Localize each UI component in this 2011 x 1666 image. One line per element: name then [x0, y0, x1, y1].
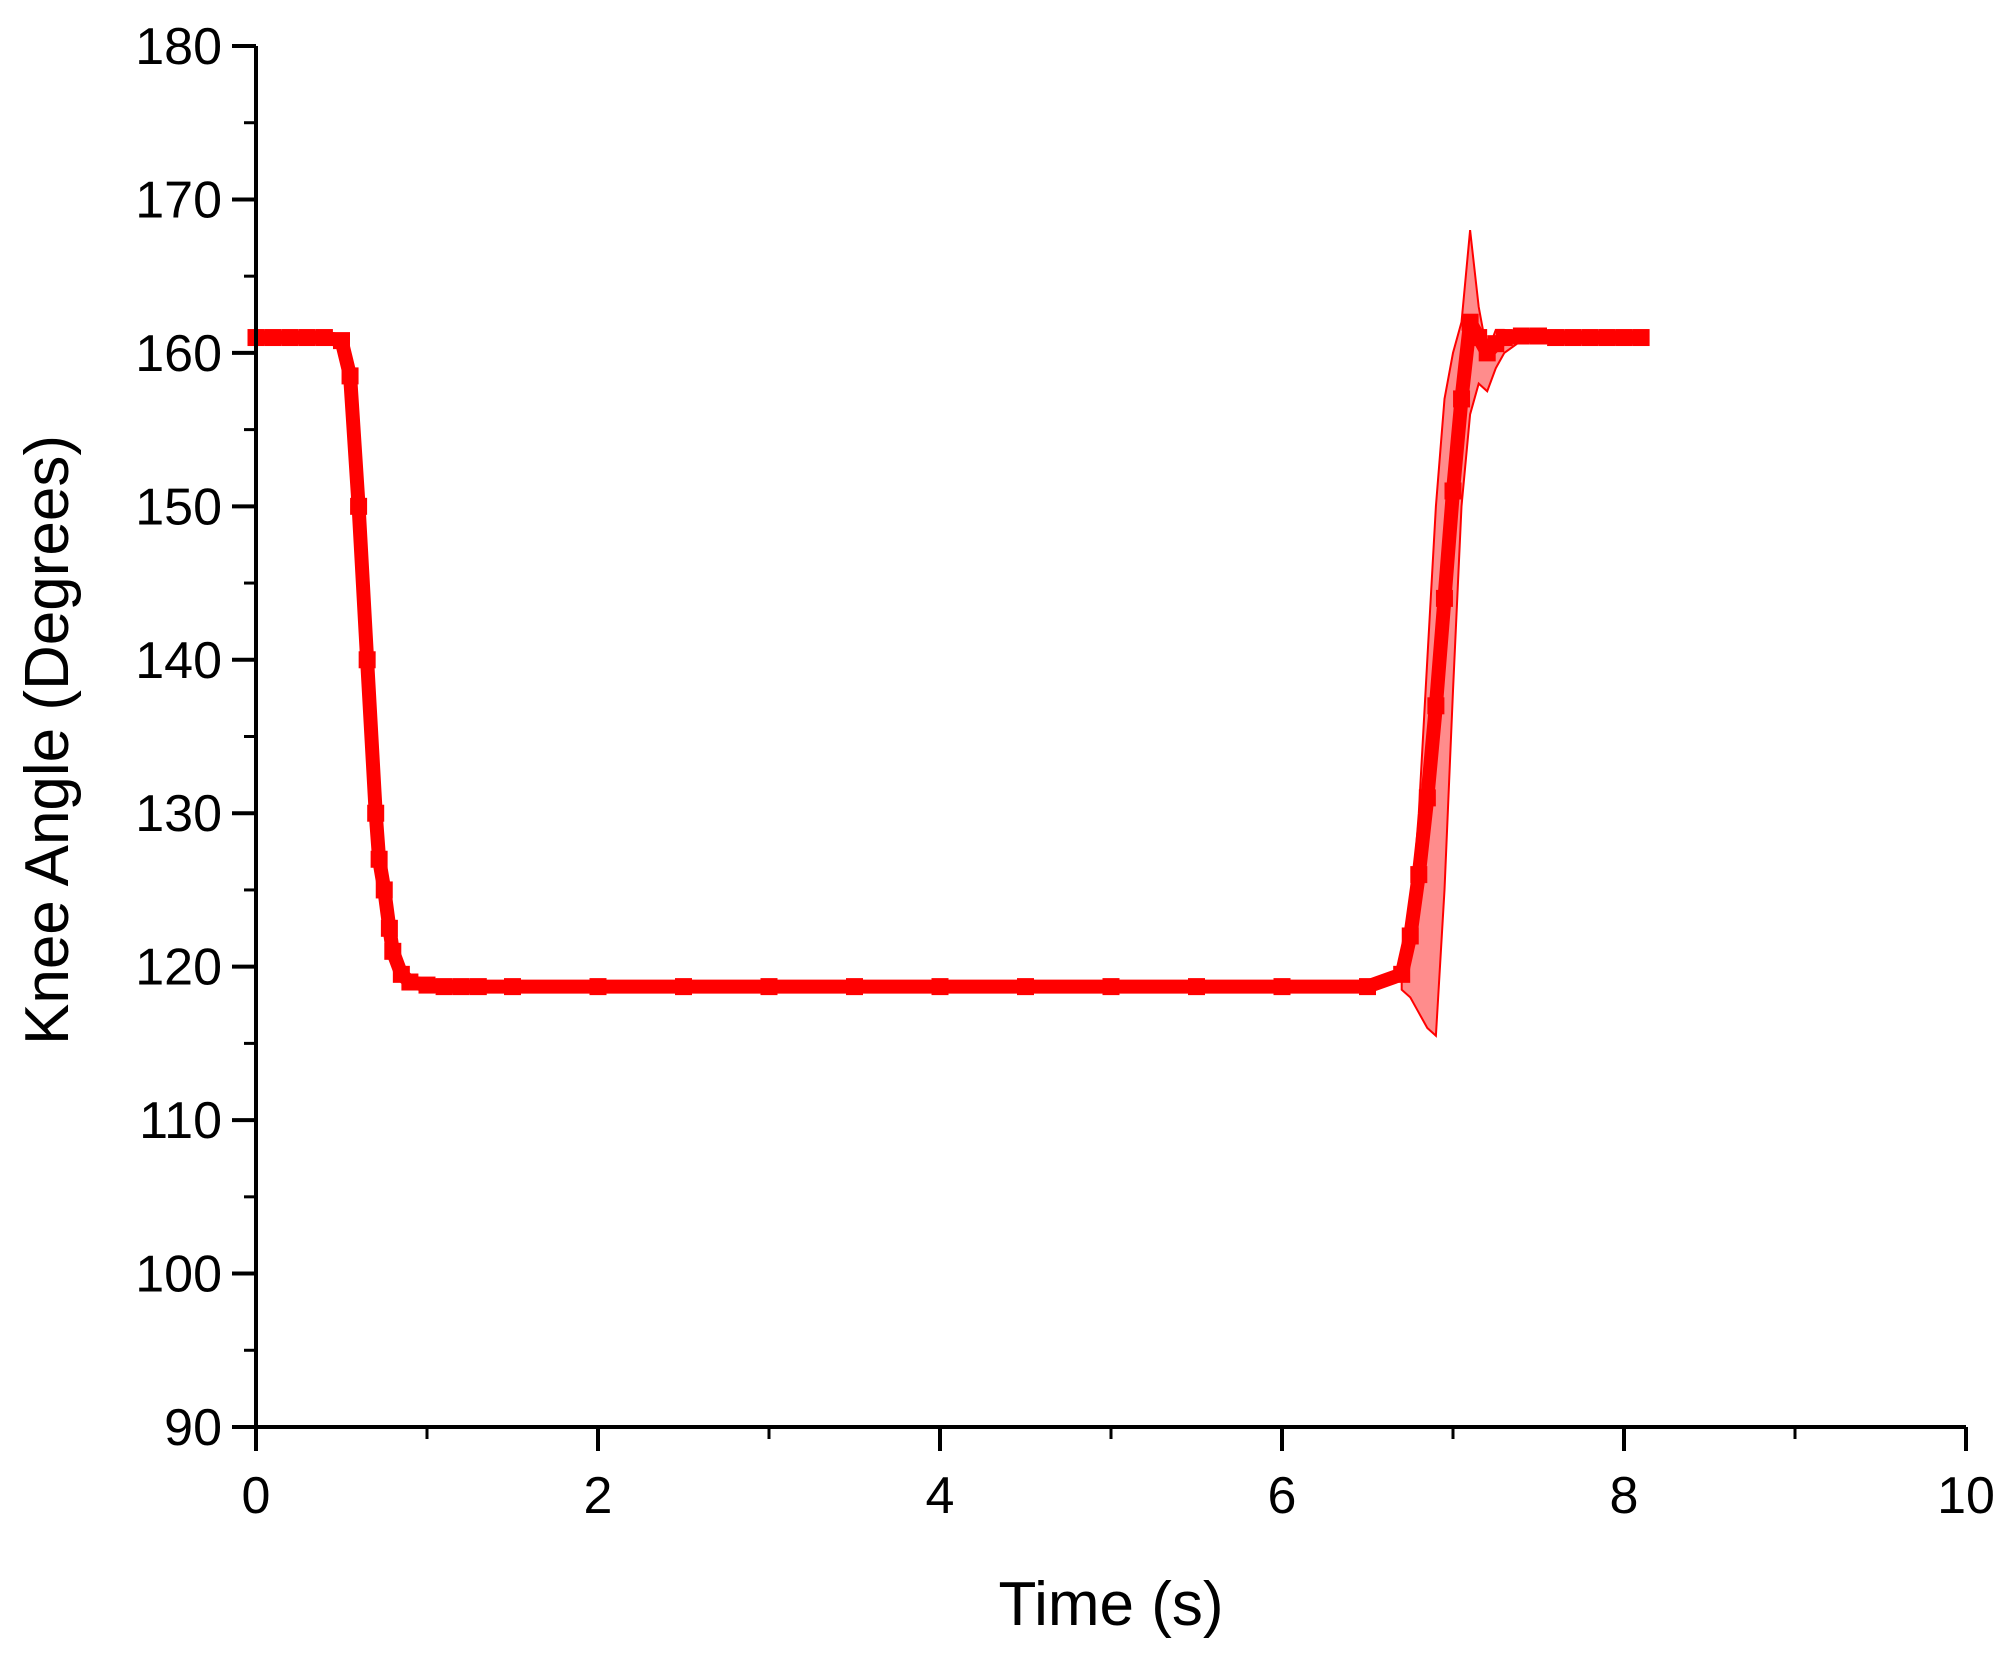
- y-axis-title: Knee Angle (Degrees): [13, 435, 82, 1045]
- data-point: [931, 978, 949, 996]
- x-tick-label: 0: [242, 1467, 271, 1525]
- y-tick-label: 130: [135, 785, 222, 843]
- data-point: [589, 978, 607, 996]
- data-point: [350, 497, 368, 515]
- data-point: [504, 978, 521, 996]
- data-point: [1461, 313, 1479, 331]
- y-tick-label: 170: [135, 171, 222, 229]
- data-point: [846, 978, 863, 996]
- data-point: [1598, 329, 1616, 347]
- y-tick-label: 120: [135, 939, 222, 997]
- data-point: [384, 942, 402, 960]
- y-tick-label: 160: [135, 325, 222, 383]
- y-axis: 90 100 110 120 130 140 150 160 170 180: [135, 18, 258, 1457]
- plot-area: [247, 229, 1650, 1038]
- x-tick-label: 2: [584, 1467, 613, 1525]
- data-point: [452, 978, 470, 996]
- data-point: [341, 367, 359, 385]
- data-point: [1581, 329, 1599, 347]
- data-point: [1470, 329, 1488, 347]
- data-point: [380, 919, 398, 937]
- data-point: [1564, 329, 1582, 347]
- data-point: [1632, 329, 1650, 347]
- x-tick-label: 8: [1610, 1467, 1639, 1525]
- data-point: [298, 329, 316, 347]
- x-axis: 0 2 4 6 8 10: [242, 1425, 1995, 1525]
- data-point: [370, 850, 388, 868]
- data-point: [1495, 329, 1513, 347]
- data-point: [1435, 589, 1453, 607]
- data-point: [1512, 327, 1530, 345]
- data-point: [1615, 329, 1633, 347]
- x-tick-label: 10: [1937, 1467, 1995, 1525]
- data-point: [315, 329, 333, 347]
- data-point: [1393, 965, 1411, 983]
- data-point: [264, 329, 282, 347]
- data-point: [1444, 482, 1462, 500]
- data-point: [281, 329, 299, 347]
- data-point: [401, 973, 419, 991]
- data-point: [375, 881, 393, 899]
- x-tick-label: 6: [1268, 1467, 1297, 1525]
- data-point: [1418, 789, 1436, 807]
- y-tick-label: 100: [135, 1246, 222, 1304]
- y-tick-label: 110: [139, 1092, 222, 1150]
- data-point: [1102, 978, 1120, 996]
- data-point: [1273, 978, 1291, 996]
- y-tick-label: 150: [135, 478, 222, 536]
- data-point: [760, 978, 778, 996]
- data-point: [1359, 978, 1376, 996]
- data-point: [1017, 978, 1034, 996]
- y-tick-label: 90: [164, 1399, 222, 1457]
- data-point: [435, 978, 453, 996]
- data-point: [1547, 329, 1565, 347]
- y-tick-label: 180: [135, 18, 222, 76]
- data-point: [1427, 697, 1445, 715]
- data-point: [1453, 390, 1471, 408]
- x-tick-label: 4: [926, 1467, 955, 1525]
- data-point: [675, 978, 692, 996]
- data-point: [333, 332, 350, 350]
- y-tick-label: 140: [135, 632, 222, 690]
- data-point: [418, 976, 436, 994]
- data-point: [1410, 866, 1428, 884]
- data-point: [1188, 978, 1205, 996]
- data-point: [367, 804, 385, 822]
- data-point: [469, 978, 487, 996]
- data-point: [1401, 927, 1419, 945]
- data-point: [1530, 327, 1547, 345]
- x-axis-title: Time (s): [999, 1570, 1224, 1639]
- data-point: [358, 651, 376, 669]
